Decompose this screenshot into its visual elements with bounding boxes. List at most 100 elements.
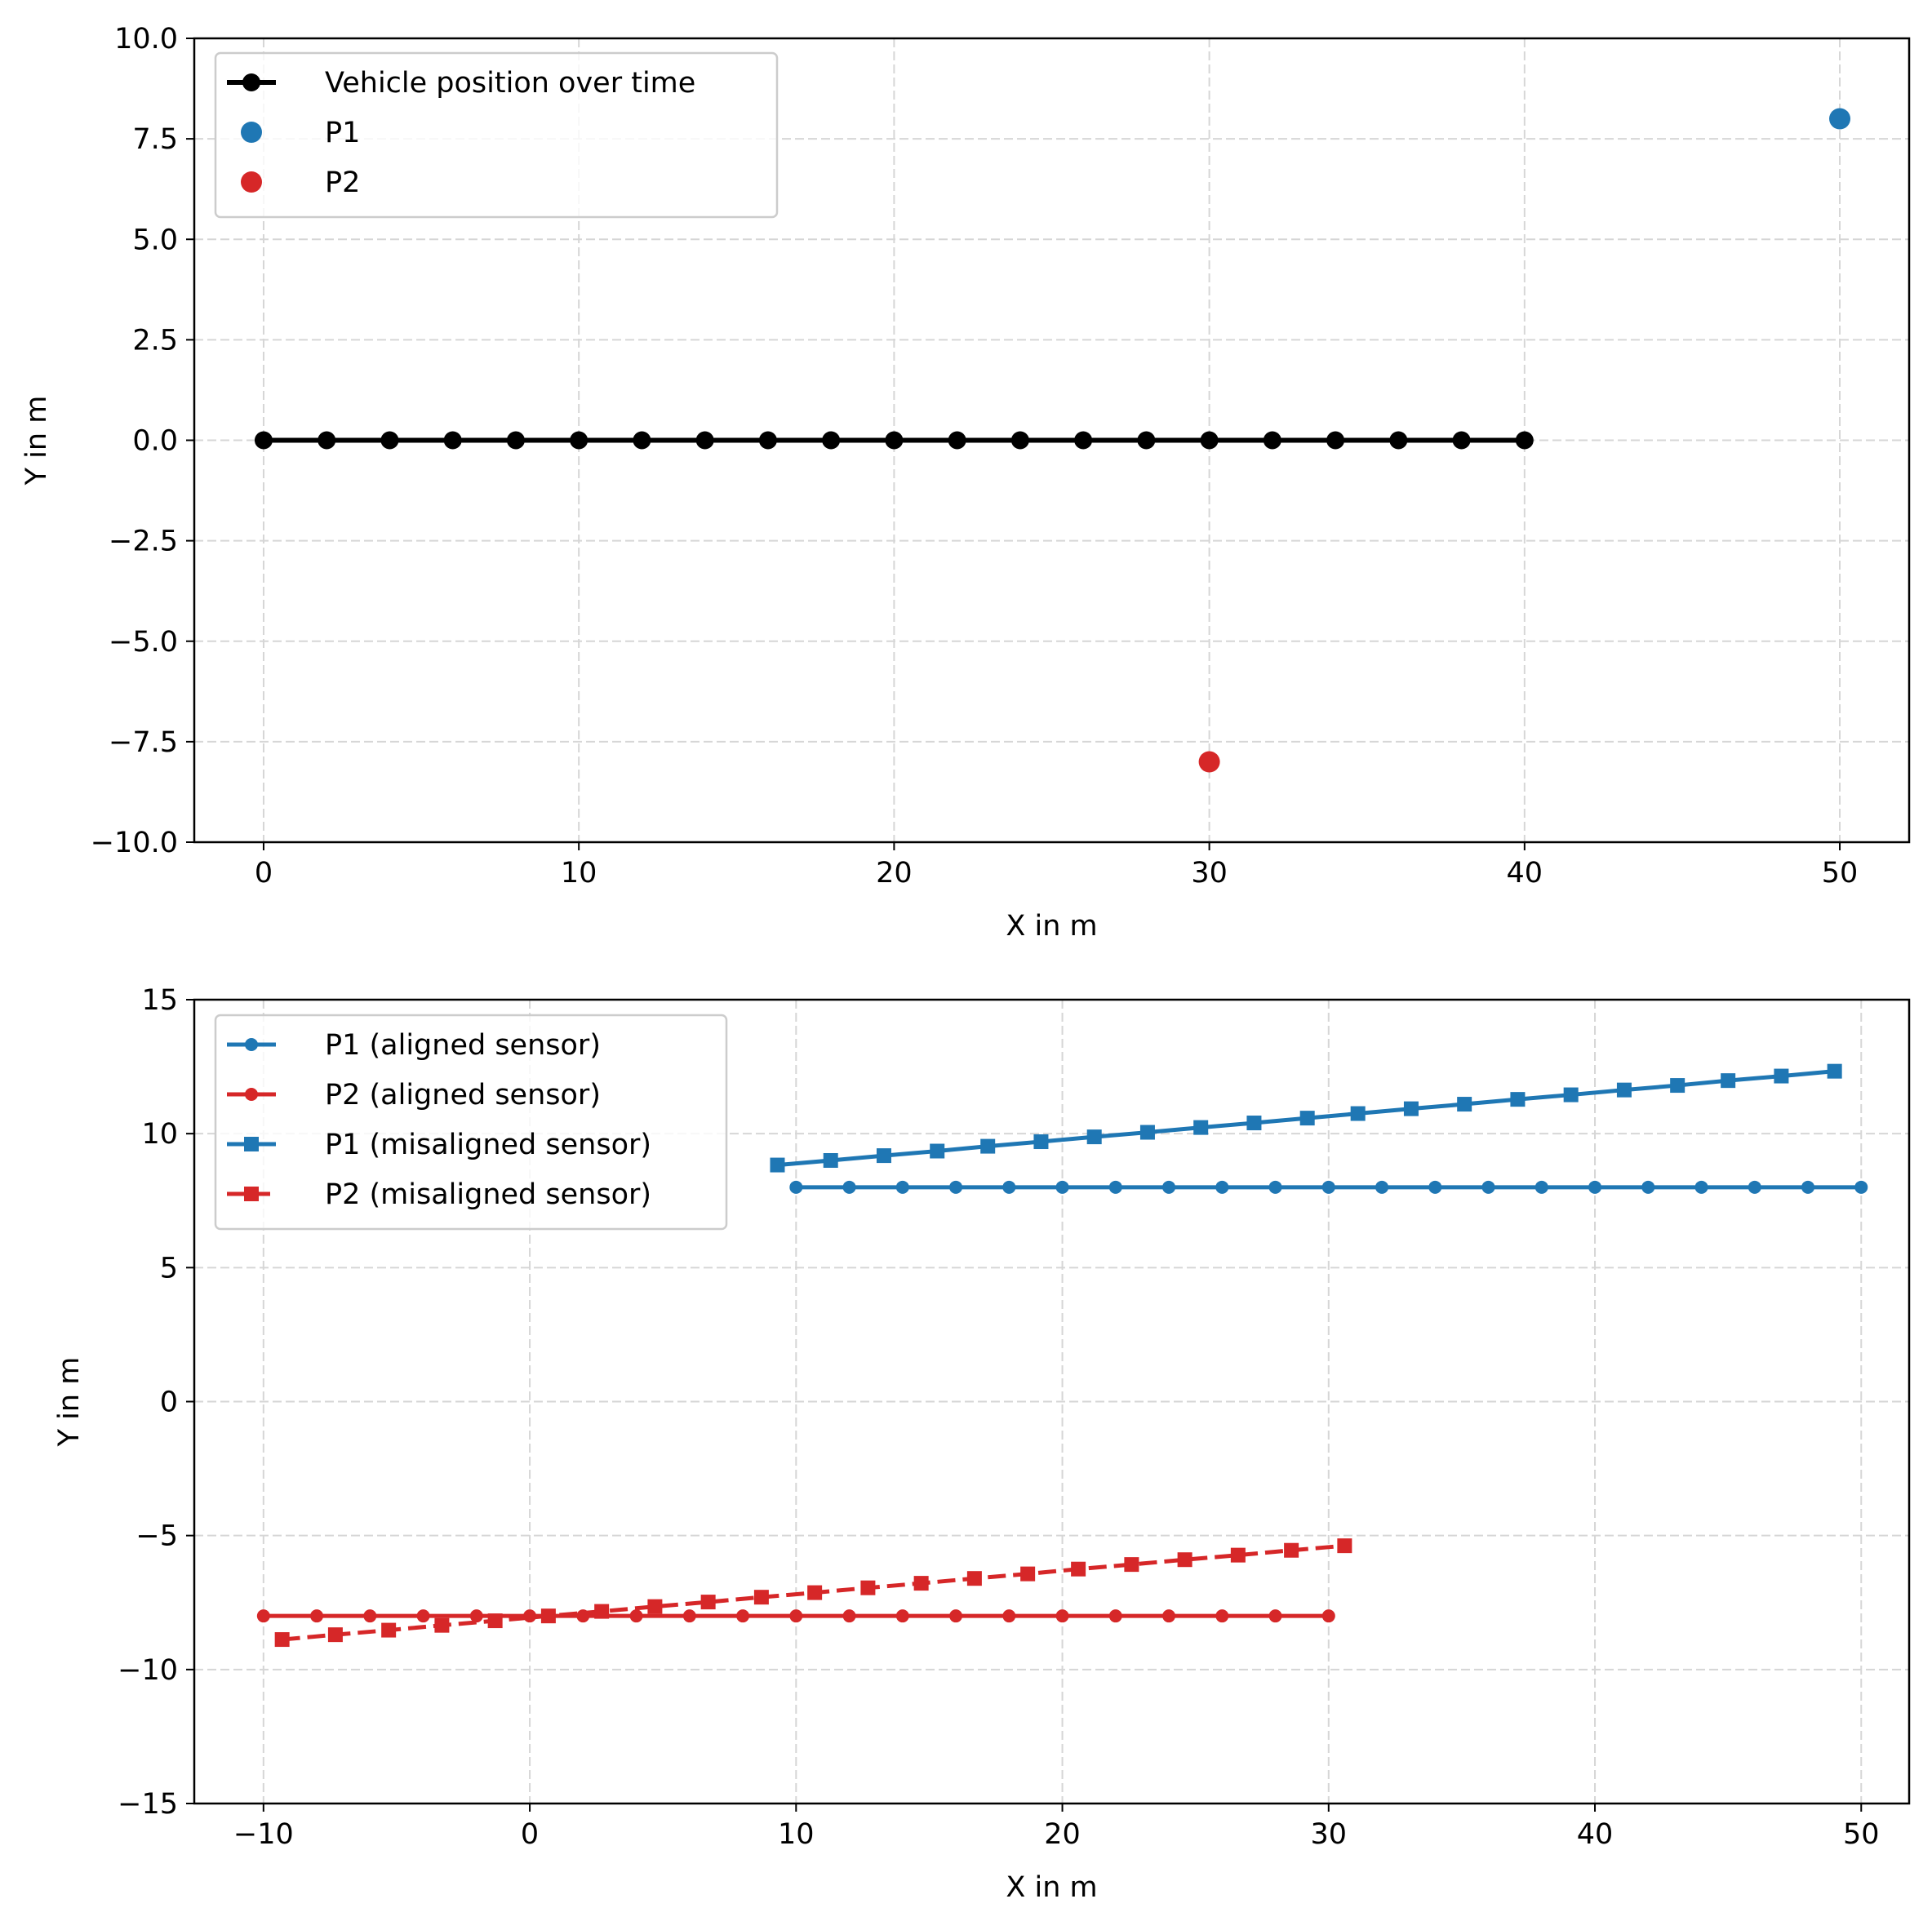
data-point (1137, 431, 1156, 450)
y-tick-label: 10.0 (114, 23, 178, 55)
legend-frame (214, 1014, 728, 1231)
data-point (1452, 431, 1471, 450)
data-point (469, 1609, 483, 1623)
data-point (1215, 1180, 1229, 1194)
series-p2 (1198, 751, 1220, 773)
data-point (1827, 1063, 1842, 1079)
legend-label: P2 (325, 166, 360, 199)
x-axis-label: X in m (1006, 1871, 1097, 1904)
y-tick-label: 15 (141, 984, 178, 1017)
data-point (443, 431, 462, 450)
data-point (1299, 1111, 1315, 1126)
data-point (1230, 1547, 1246, 1563)
data-point (1481, 1180, 1495, 1194)
data-point (1200, 431, 1219, 450)
data-point (1002, 1180, 1016, 1194)
data-point (1748, 1180, 1761, 1194)
y-tick-label: −7.5 (109, 726, 178, 759)
data-point (1774, 1068, 1789, 1084)
data-point (1108, 1609, 1122, 1623)
data-point (823, 1153, 838, 1168)
series-p2-aligned-sensor (256, 1609, 1335, 1623)
y-tick-label: −2.5 (109, 526, 178, 558)
data-point (416, 1609, 430, 1623)
data-point (753, 1590, 769, 1605)
legend-marker (244, 1137, 259, 1151)
data-point (1020, 1566, 1036, 1582)
data-point (1721, 1073, 1736, 1089)
data-point (695, 431, 714, 450)
data-point (1033, 1134, 1049, 1150)
data-point (570, 431, 588, 450)
series-p1 (1829, 108, 1851, 130)
data-point (1403, 1101, 1419, 1116)
legend-entry: P1 (misaligned sensor) (227, 1129, 651, 1161)
y-tick-label: 5 (160, 1252, 178, 1284)
data-point (980, 1138, 996, 1154)
legend-marker (242, 73, 260, 91)
legend-marker (245, 1038, 258, 1051)
x-tick-label: 30 (1311, 1818, 1348, 1851)
data-point (949, 1180, 963, 1194)
y-tick-label: −10 (118, 1654, 178, 1687)
chart-2: −10 0 10 20 30 40 50 −15 −10 −5 0 5 10 15 X in m Y in m… (53, 984, 1911, 1904)
legend-entry: Vehicle position over time (227, 67, 695, 100)
data-point (1177, 1552, 1193, 1568)
data-point (789, 1180, 803, 1194)
data-point (1246, 1116, 1262, 1131)
data-point (885, 431, 904, 450)
data-point (895, 1609, 909, 1623)
data-point (1641, 1180, 1655, 1194)
data-point (1162, 1609, 1176, 1623)
data-point (949, 1609, 963, 1623)
data-point (1389, 431, 1408, 450)
data-point (1002, 1609, 1016, 1623)
data-point (1268, 1609, 1282, 1623)
data-point (381, 1622, 397, 1638)
data-point (1321, 1180, 1335, 1194)
series-p1-aligned-sensor (789, 1180, 1868, 1194)
data-point (363, 1609, 377, 1623)
data-point (1670, 1078, 1686, 1094)
legend-entry: P1 (241, 117, 360, 149)
data-point (1215, 1609, 1229, 1623)
data-point (1588, 1180, 1602, 1194)
data-point (948, 431, 966, 450)
data-point (1326, 431, 1345, 450)
x-tick-label: 40 (1507, 857, 1543, 890)
data-point (1350, 1106, 1366, 1121)
data-point (822, 431, 841, 450)
legend-frame (214, 51, 779, 219)
data-point (256, 1609, 270, 1623)
data-point (966, 1571, 982, 1586)
y-tick-label: 7.5 (132, 123, 178, 156)
y-axis-label: Y in m (20, 396, 53, 486)
data-point (789, 1609, 803, 1623)
x-tick-label: 40 (1577, 1818, 1614, 1851)
x-tick-label: 10 (561, 857, 597, 890)
data-point (540, 1608, 556, 1624)
data-point (1074, 431, 1093, 450)
chart-1: 0 10 20 30 40 50 −10.0 −7.5 −5.0 −2.5 0.0 2.5 5.0 7.5… (20, 23, 1911, 943)
data-point (913, 1576, 929, 1591)
y-tick-label: −5.0 (109, 626, 178, 659)
data-point (1108, 1180, 1122, 1194)
legend-label: P1 (325, 117, 360, 149)
y-tick-label: 10 (141, 1118, 178, 1151)
x-tick-label: 10 (778, 1818, 815, 1851)
legend-label: P1 (misaligned sensor) (325, 1129, 651, 1161)
legend-label: Vehicle position over time (325, 67, 695, 100)
legend-entry: P2 (aligned sensor) (227, 1079, 601, 1111)
data-point (1375, 1180, 1389, 1194)
y-tick-label: −5 (135, 1520, 178, 1553)
legend-entry: P1 (aligned sensor) (227, 1029, 601, 1062)
data-point (633, 431, 651, 450)
data-point (1829, 108, 1851, 130)
data-point (682, 1609, 696, 1623)
data-point (736, 1609, 750, 1623)
data-point (807, 1585, 823, 1600)
y-tick-label: −15 (118, 1788, 178, 1821)
data-point (1198, 751, 1220, 773)
data-point (1337, 1538, 1352, 1554)
